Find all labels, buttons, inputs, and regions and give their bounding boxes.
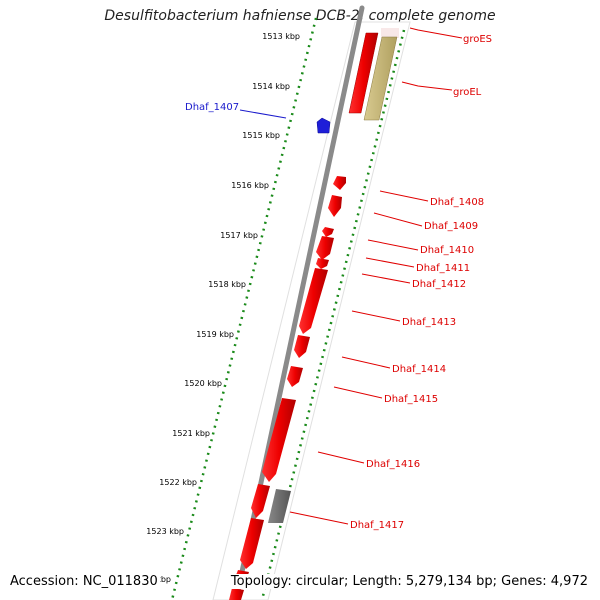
gene-label-groES: groES	[463, 34, 492, 45]
gene-label-Dhaf_1407: Dhaf_1407	[185, 102, 239, 113]
gene-label-groEL: groEL	[453, 87, 482, 98]
gene-Dhaf_1408[interactable]	[333, 176, 346, 190]
gene-label-Dhaf_1411: Dhaf_1411	[416, 263, 470, 274]
gene-Dhaf_1410[interactable]	[322, 227, 334, 237]
kbp-label: 1515 kbp	[242, 131, 280, 140]
gene-Dhaf_1412[interactable]	[316, 258, 329, 269]
gene-label-Dhaf_1414: Dhaf_1414	[392, 364, 446, 375]
reverse-genes	[229, 176, 346, 600]
accession-text: Accession: NC_011830	[10, 574, 160, 589]
kbp-label: 1514 kbp	[252, 82, 290, 91]
gene-label-Dhaf_1413: Dhaf_1413	[402, 317, 456, 328]
gene-pseudo[interactable]	[268, 489, 291, 523]
ruler-line-inner	[170, 17, 318, 600]
gene-Dhaf_1411[interactable]	[316, 236, 334, 260]
topology-text: Topology: circular; Length: 5,279,134 bp…	[227, 574, 588, 589]
leader-lines	[239, 27, 463, 525]
gene-label-Dhaf_1409: Dhaf_1409	[424, 221, 478, 232]
footer-left: Accession: NC_011830	[10, 574, 160, 589]
gene-Dhaf_1417[interactable]	[251, 484, 270, 518]
gene-label-Dhaf_1410: Dhaf_1410	[420, 245, 474, 256]
gene-groES[interactable]	[348, 32, 379, 114]
gene-label-Dhaf_1415: Dhaf_1415	[384, 394, 438, 405]
gene-label-Dhaf_1417: Dhaf_1417	[350, 520, 404, 531]
footer-right: Topology: circular; Length: 5,279,134 bp…	[227, 574, 588, 589]
kbp-label: 1521 kbp	[172, 429, 210, 438]
gene-Dhaf_1413[interactable]	[299, 268, 328, 334]
genome-title: Desulfitobacterium hafniense DCB-2, comp…	[104, 8, 496, 24]
kbp-label: 1523 kbp	[146, 527, 184, 536]
gene-label-Dhaf_1412: Dhaf_1412	[412, 279, 466, 290]
gene-Dhaf_1414[interactable]	[294, 335, 310, 358]
gene-groEL[interactable]	[363, 28, 399, 121]
gene-unnamed-c[interactable]	[229, 588, 244, 600]
kbp-label: 1518 kbp	[208, 280, 246, 289]
kbp-label: 1513 kbp	[262, 32, 300, 41]
kbp-label: 1520 kbp	[184, 379, 222, 388]
kbp-label: 1519 kbp	[196, 330, 234, 339]
gene-unnamed-a[interactable]	[240, 518, 264, 569]
ruler-labels: 1513 kbp 1514 kbp 1515 kbp 1516 kbp 1517…	[146, 32, 300, 536]
kbp-label: 1516 kbp	[231, 181, 269, 190]
gene-Dhaf_1407[interactable]	[316, 117, 331, 134]
gene-Dhaf_1416[interactable]	[262, 398, 296, 482]
gene-label-Dhaf_1408: Dhaf_1408	[430, 197, 484, 208]
gene-Dhaf_1409[interactable]	[328, 195, 342, 217]
kbp-label: 1522 kbp	[159, 478, 197, 487]
gene-label-Dhaf_1416: Dhaf_1416	[366, 459, 420, 470]
kbp-label: 1517 kbp	[220, 231, 258, 240]
gene-Dhaf_1415[interactable]	[287, 366, 303, 387]
